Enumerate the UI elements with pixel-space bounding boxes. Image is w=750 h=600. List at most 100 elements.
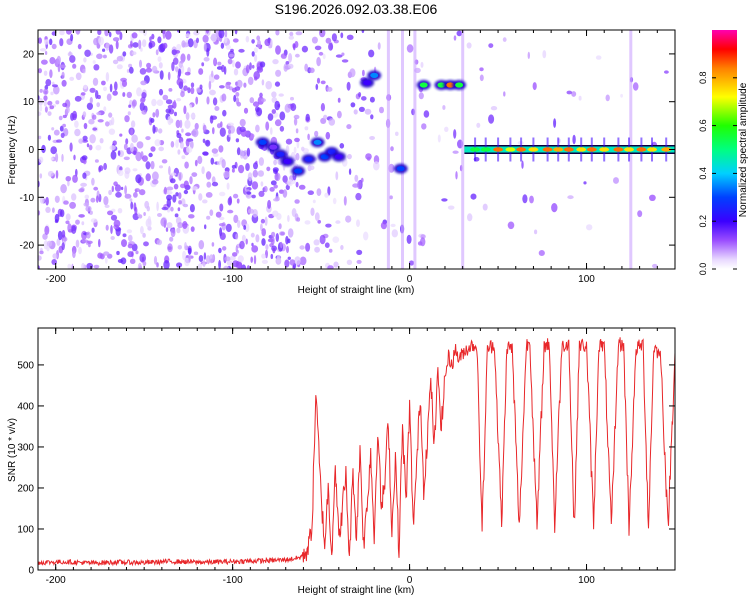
- spectrogram-noise-blob: [87, 240, 93, 244]
- spectrogram-noise-blob: [304, 63, 309, 72]
- spectrogram-noise-blob: [114, 184, 122, 192]
- spectrogram-noise-blob: [284, 103, 291, 113]
- spectrogram-noise-blob: [140, 80, 147, 86]
- spectrogram-noise-blob: [324, 192, 329, 198]
- spectrogram-noise-blob: [143, 212, 146, 216]
- colorbar-tick-label: 0.2: [698, 215, 708, 228]
- spectrogram-noise-blob: [282, 189, 288, 198]
- spectrogram-noise-blob: [586, 224, 593, 231]
- spectrogram-noise-blob: [97, 119, 104, 123]
- spectrogram-noise-blob: [105, 72, 110, 82]
- spectrogram-noise-blob: [187, 247, 192, 255]
- spectrogram-noise-blob: [183, 180, 189, 189]
- spectrogram-noise-blob: [174, 111, 177, 117]
- spectrogram-noise-blob: [131, 99, 137, 107]
- spectrogram-noise-blob: [46, 240, 53, 247]
- spectrogram-noise-blob: [279, 111, 286, 121]
- spectrogram-noise-blob: [65, 213, 71, 221]
- y-tick-label: 20: [23, 49, 35, 60]
- spectrogram-noise-blob: [167, 71, 171, 81]
- spectrogram-noise-blob: [176, 262, 183, 268]
- tone-peak: [599, 147, 610, 152]
- spectrogram-noise-blob: [534, 229, 538, 235]
- tone-peak: [563, 147, 574, 152]
- spectrogram-noise-blob: [358, 106, 365, 112]
- spectrogram-noise-blob: [53, 129, 60, 136]
- spectrogram-noise-blob: [233, 214, 239, 224]
- spectrogram-noise-blob: [257, 170, 264, 177]
- spectrogram-noise-blob: [51, 127, 55, 131]
- spectrogram-noise-blob: [176, 78, 184, 86]
- spectrogram-noise-blob: [355, 192, 362, 201]
- spectrogram-noise-blob: [156, 201, 159, 212]
- spectrogram-noise-blob: [237, 219, 241, 229]
- spectrogram-noise-blob: [317, 219, 322, 224]
- spectrogram-noise-blob: [244, 223, 250, 232]
- spectrogram-noise-blob: [78, 138, 84, 144]
- spectrogram-noise-blob: [181, 40, 186, 48]
- spectrogram-noise-blob: [265, 121, 270, 131]
- spectrogram-noise-blob: [527, 51, 530, 60]
- spectrogram-noise-blob: [250, 232, 255, 238]
- tone-peak: [613, 147, 624, 152]
- spectrogram-noise-blob: [259, 92, 263, 98]
- spectrogram-noise-blob: [319, 234, 326, 245]
- spectrogram-noise-blob: [233, 94, 237, 103]
- spectrogram-noise-blob: [265, 80, 273, 90]
- spectrogram-noise-blob: [54, 195, 60, 203]
- spectrogram-noise-blob: [149, 36, 152, 42]
- spectrogram-noise-blob: [166, 194, 173, 201]
- spectrogram-noise-blob: [131, 134, 138, 143]
- spectrogram-noise-blob: [326, 86, 333, 92]
- spectrogram-noise-blob: [170, 172, 177, 176]
- spectrogram-noise-blob: [167, 115, 172, 126]
- spectrogram-noise-blob: [420, 237, 426, 247]
- spectrogram-noise-blob: [173, 183, 179, 190]
- spectrogram-noise-blob: [142, 260, 147, 267]
- spectrogram-noise-blob: [521, 160, 524, 169]
- spectrogram-noise-blob: [218, 223, 226, 227]
- spectrogram-noise-blob: [59, 64, 67, 69]
- spectrogram-noise-blob: [252, 169, 258, 178]
- spectrogram-noise-blob: [66, 30, 72, 35]
- spectrogram-noise-blob: [56, 139, 63, 143]
- spectrogram-noise-blob: [155, 108, 160, 118]
- spectrogram-noise-blob: [318, 51, 324, 56]
- spectrogram-noise-blob: [116, 250, 120, 256]
- spectrogram-feature: [258, 139, 267, 145]
- spectrogram-noise-blob: [367, 156, 371, 161]
- spectrogram-noise-blob: [217, 61, 222, 66]
- spectrogram-noise-blob: [157, 213, 162, 217]
- spectrogram-noise-blob: [93, 64, 100, 71]
- spectrogram-noise-blob: [605, 94, 610, 102]
- spectrogram-noise-blob: [168, 88, 173, 92]
- spectrogram-noise-blob: [112, 59, 119, 65]
- spectrogram-noise-blob: [148, 152, 153, 158]
- spectrogram-noise-blob: [595, 55, 602, 60]
- spectrogram-noise-blob: [128, 104, 132, 108]
- spectrogram-noise-blob: [135, 174, 142, 184]
- spectrogram-noise-blob: [253, 255, 257, 265]
- spectrogram-feature: [294, 168, 303, 174]
- x-tick-label: 0: [407, 274, 413, 285]
- spectrogram-noise-blob: [189, 140, 194, 149]
- spectrogram-noise-blob: [178, 172, 182, 182]
- spectrogram-noise-blob: [72, 63, 77, 69]
- spectrogram-noise-blob: [323, 114, 328, 120]
- spectrogram-noise-blob: [191, 172, 198, 178]
- spectrogram-noise-blob: [58, 115, 63, 121]
- x-tick-label: 0: [407, 575, 413, 586]
- spectrogram-noise-blob: [278, 93, 284, 97]
- spectrogram-noise-blob: [143, 241, 149, 247]
- spectrogram-noise-blob: [205, 139, 211, 147]
- spectrogram-noise-blob: [38, 156, 44, 164]
- spectrogram-noise-blob: [284, 259, 290, 268]
- spectrogram-noise-blob: [649, 194, 656, 201]
- spectrogram-noise-blob: [190, 87, 195, 95]
- spectrogram-noise-blob: [129, 198, 133, 202]
- spectrogram-noise-blob: [187, 38, 194, 48]
- spectrogram-noise-blob: [170, 228, 176, 238]
- spectrogram-noise-blob: [320, 103, 325, 112]
- spectrogram-noise-blob: [243, 225, 247, 230]
- spectrogram-noise-blob: [160, 217, 167, 227]
